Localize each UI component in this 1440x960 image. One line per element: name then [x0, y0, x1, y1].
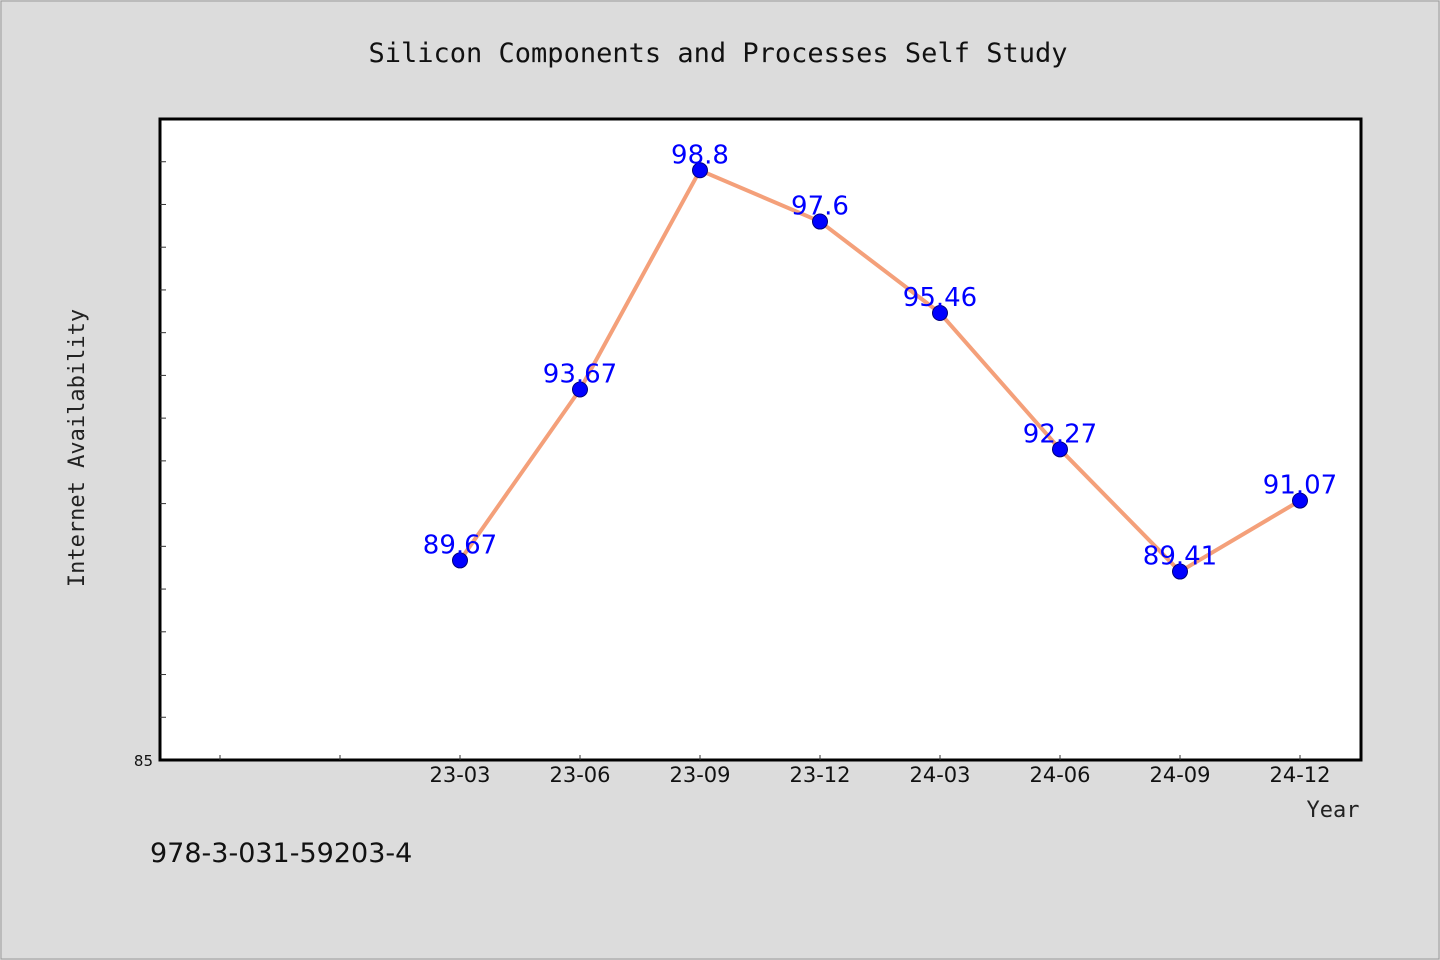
x-axis-ticks	[219, 755, 1301, 760]
data-label: 95.46	[903, 283, 977, 313]
chart-title: Silicon Components and Processes Self St…	[369, 38, 1068, 69]
data-label: 93.67	[543, 360, 617, 390]
y-axis-label: Internet Availability	[65, 309, 90, 587]
x-tick-label: 23-09	[669, 763, 730, 787]
x-tick-label: 23-12	[789, 763, 850, 787]
data-label: 89.67	[423, 530, 497, 560]
data-point-marker	[1172, 563, 1188, 580]
x-tick-labels: 23-03 23-06 23-09 23-12 24-03 24-06 24-09 24-12	[429, 763, 1330, 787]
y-axis-ticks	[160, 161, 166, 718]
data-point-marker	[932, 305, 948, 322]
x-tick-label: 23-06	[549, 763, 610, 787]
y-tick-label: 85	[134, 752, 153, 770]
data-label: 89.41	[1143, 542, 1217, 572]
x-tick-label: 24-09	[1149, 763, 1210, 787]
data-label: 98.8	[671, 140, 729, 170]
x-tick-label: 24-03	[909, 763, 970, 787]
data-point-marker	[1052, 441, 1068, 458]
plot-area	[158, 117, 1363, 762]
data-point-marker	[692, 162, 708, 179]
data-point-marker	[1292, 492, 1308, 509]
series-line-group: 89.67 93.67 98.8 97.6 95.46 92.27 89.41 91.07	[423, 140, 1337, 580]
x-tick-label: 23-03	[429, 763, 490, 787]
series-line	[458, 168, 1302, 574]
x-tick-label: 24-12	[1269, 763, 1330, 787]
data-point-marker	[572, 381, 588, 398]
isbn-text: 978-3-031-59203-4	[150, 838, 412, 869]
data-point-marker	[812, 213, 828, 230]
data-label: 91.07	[1263, 471, 1337, 501]
x-tick-label: 24-06	[1029, 763, 1090, 787]
data-label: 97.6	[791, 192, 849, 222]
data-point-marker	[452, 552, 468, 569]
x-axis-label: Year	[1307, 798, 1360, 823]
data-label: 92.27	[1023, 419, 1097, 449]
